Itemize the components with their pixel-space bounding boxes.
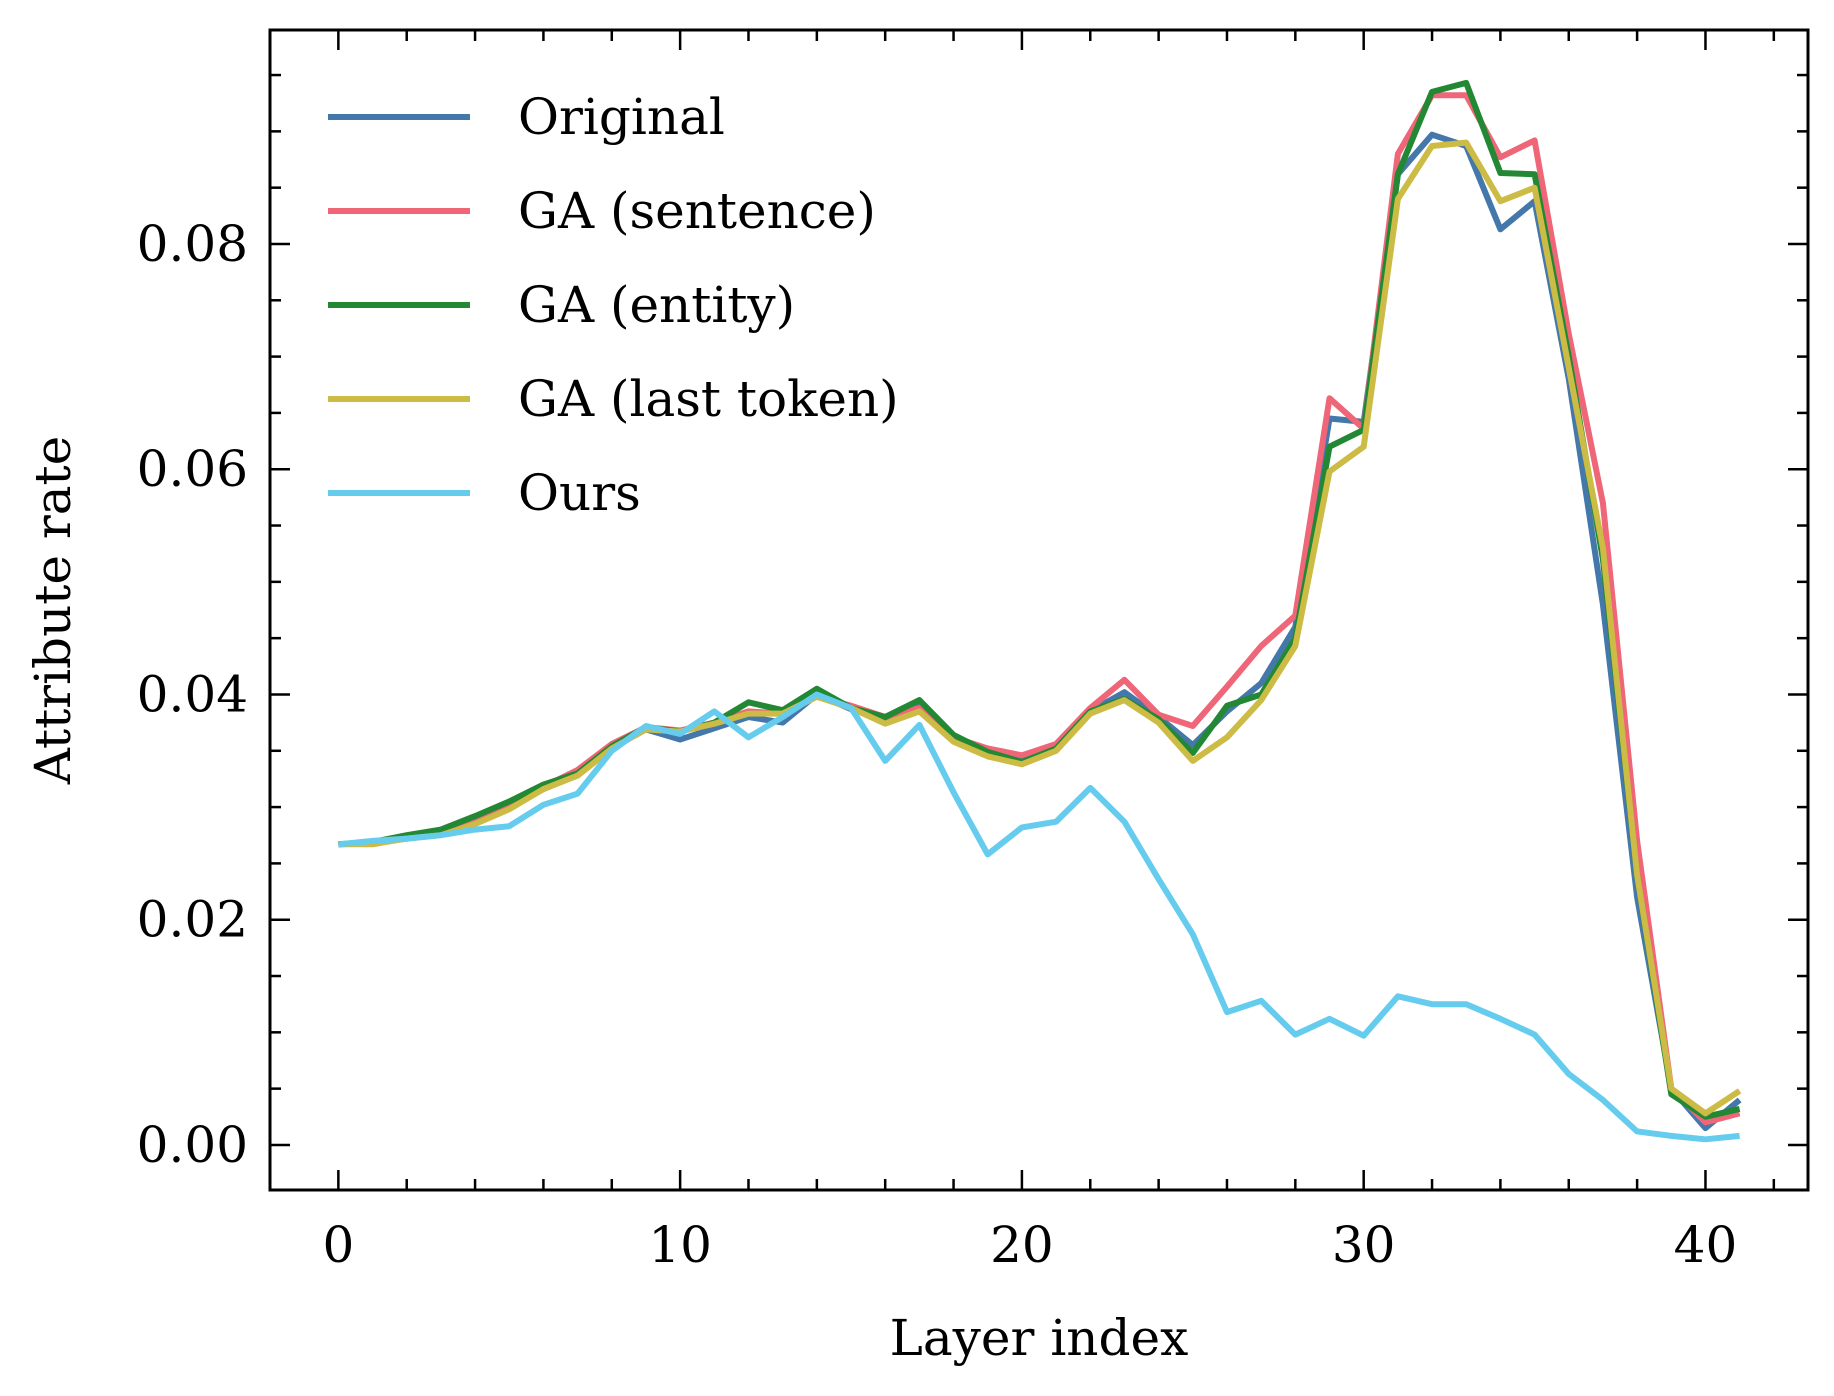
x-tick-label: 20 bbox=[990, 1216, 1054, 1274]
legend-label-4: GA (last token) bbox=[518, 370, 899, 428]
y-tick-label: 0.02 bbox=[137, 891, 248, 949]
y-tick-label: 0.08 bbox=[137, 215, 248, 273]
series-line-4 bbox=[338, 139, 1742, 1117]
x-tick-label: 0 bbox=[322, 1216, 354, 1274]
y-tick-label: 0.00 bbox=[137, 1116, 248, 1174]
x-axis-label: Layer index bbox=[890, 1309, 1189, 1367]
legend-label-2: GA (sentence) bbox=[518, 182, 876, 240]
legend: Original GA (sentence) GA (entity) GA (last… bbox=[328, 88, 899, 522]
legend-label-1: Original bbox=[518, 88, 725, 146]
y-tick-label: 0.04 bbox=[137, 665, 248, 723]
series-line-5 bbox=[338, 691, 1740, 1143]
label-layer: 0 10 20 30 40 0.00 0.02 0.04 0.06 0.08 bbox=[137, 215, 1738, 1274]
legend-label-3: GA (entity) bbox=[518, 276, 795, 334]
x-tick-label: 30 bbox=[1332, 1216, 1396, 1274]
tick-layer bbox=[270, 30, 1808, 1190]
y-tick-label: 0.06 bbox=[137, 440, 248, 498]
series-layer bbox=[338, 79, 1742, 1143]
plot-frame bbox=[268, 28, 1810, 1192]
legend-label-5: Ours bbox=[518, 464, 641, 522]
x-tick-label: 40 bbox=[1674, 1216, 1738, 1274]
y-axis-label: Attribute rate bbox=[24, 436, 82, 786]
x-tick-label: 10 bbox=[648, 1216, 712, 1274]
